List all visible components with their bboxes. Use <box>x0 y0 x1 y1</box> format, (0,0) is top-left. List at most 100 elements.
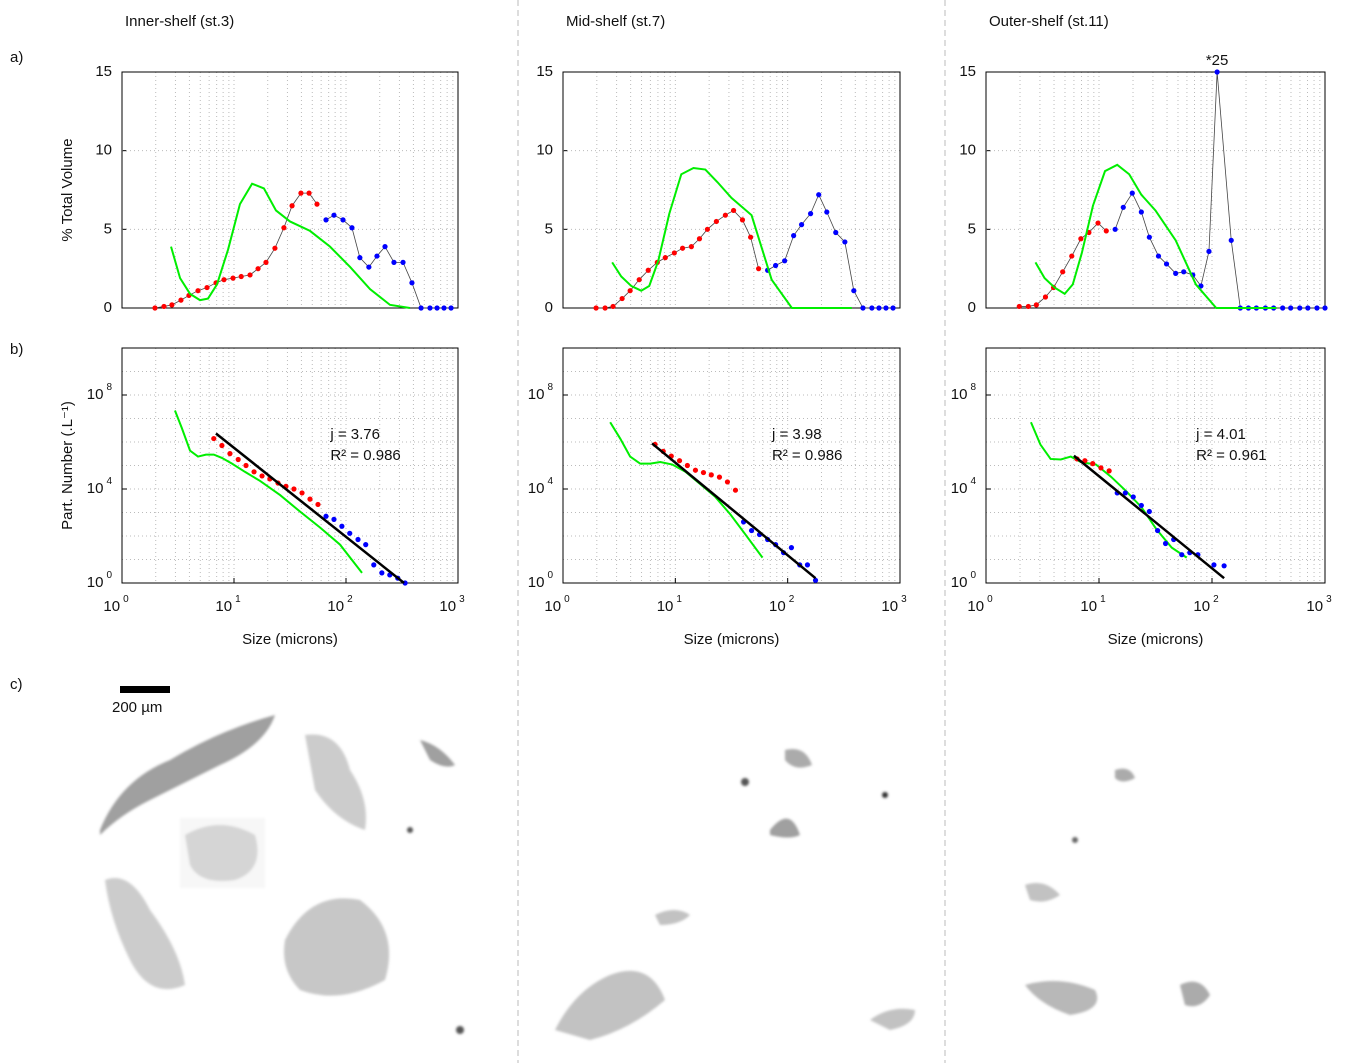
data-point <box>869 305 875 311</box>
particle <box>1025 981 1098 1015</box>
data-point <box>1163 261 1170 267</box>
data-point <box>161 303 167 310</box>
data-point <box>739 217 746 223</box>
data-point <box>448 305 454 311</box>
data-point <box>619 295 625 302</box>
data-point <box>645 267 651 273</box>
data-point <box>1162 540 1169 547</box>
data-point <box>379 570 385 576</box>
data-point <box>1221 563 1227 569</box>
data-point <box>890 305 896 311</box>
series-line <box>170 182 411 309</box>
data-point <box>238 273 244 280</box>
data-point <box>1122 490 1128 496</box>
y-tick-label: 5 <box>968 220 976 237</box>
chart-title: Inner-shelf (st.3) <box>125 13 234 30</box>
particle <box>100 715 275 835</box>
data-point <box>299 490 305 496</box>
data-point <box>251 469 257 475</box>
y-tick-label: 0 <box>104 299 112 316</box>
data-point <box>692 467 699 473</box>
data-point <box>816 192 822 198</box>
data-point <box>842 239 848 245</box>
connector-line <box>1114 71 1325 309</box>
data-point <box>593 305 599 311</box>
data-point <box>676 458 683 464</box>
y-axis-label: Part. Number (.L⁻¹) <box>59 401 76 530</box>
data-point <box>1146 508 1152 515</box>
data-point <box>307 496 313 502</box>
y-tick-label: 10 4 <box>528 476 554 497</box>
particle <box>741 778 749 786</box>
data-point <box>418 305 424 311</box>
x-tick-label: 10 1 <box>1080 594 1106 615</box>
y-tick-label: 5 <box>545 220 553 237</box>
data-point <box>684 462 690 469</box>
x-axis-label: Size (microns) <box>684 631 780 648</box>
data-point <box>366 264 372 270</box>
data-point <box>1082 458 1088 464</box>
data-point <box>1211 562 1217 568</box>
scale-bar <box>120 686 170 693</box>
data-point <box>860 305 866 311</box>
data-point <box>1098 465 1104 471</box>
data-point <box>1305 305 1311 311</box>
connector-line <box>325 214 452 309</box>
data-point <box>1138 502 1144 509</box>
data-point <box>824 209 830 215</box>
data-point <box>315 501 321 508</box>
y-tick-label: 0 <box>968 299 976 316</box>
data-point <box>798 222 805 228</box>
particle <box>407 827 413 833</box>
data-point <box>700 469 707 476</box>
data-point <box>339 523 345 529</box>
data-point <box>363 542 369 548</box>
data-point <box>272 245 278 251</box>
x-tick-label: 10 3 <box>1306 594 1332 615</box>
particle <box>105 878 185 990</box>
data-point <box>1130 494 1136 500</box>
data-point <box>1173 270 1179 276</box>
x-tick-label: 10 0 <box>103 594 129 615</box>
data-point <box>371 562 377 568</box>
data-point <box>1181 269 1187 275</box>
connector-line <box>154 192 318 309</box>
data-point <box>662 255 668 261</box>
data-point <box>1154 527 1161 534</box>
data-point <box>1112 226 1118 232</box>
y-tick-label: 10 <box>95 142 112 159</box>
plot-frame <box>562 347 901 584</box>
annotation: *25 <box>1206 52 1229 69</box>
data-point <box>1095 220 1101 226</box>
x-tick-label: 10 1 <box>657 594 683 615</box>
y-tick-label: 15 <box>959 63 976 80</box>
particle <box>456 1026 464 1034</box>
panel-label: a) <box>10 49 23 66</box>
data-point <box>748 234 754 240</box>
y-tick-label: 5 <box>104 220 112 237</box>
data-point <box>812 577 819 583</box>
connector-line <box>596 209 759 309</box>
data-point <box>704 226 711 232</box>
data-point <box>1179 552 1185 558</box>
y-tick-label: 10 8 <box>528 382 554 403</box>
plot-frame <box>562 71 901 309</box>
annotation: R² = 0.986 <box>330 447 400 464</box>
data-point <box>1206 248 1212 254</box>
data-point <box>289 203 295 209</box>
data-point <box>804 562 811 568</box>
plot-frame <box>985 71 1326 309</box>
data-point <box>306 190 312 196</box>
data-point <box>281 225 287 231</box>
data-point <box>1288 305 1294 311</box>
particle <box>305 734 366 830</box>
data-point <box>1314 305 1320 311</box>
annotation: R² = 0.986 <box>772 447 842 464</box>
y-tick-label: 15 <box>536 63 553 80</box>
data-point <box>1146 234 1152 240</box>
data-point <box>211 435 217 442</box>
data-point <box>227 451 233 457</box>
y-tick-label: 15 <box>95 63 112 80</box>
data-point <box>1060 269 1066 275</box>
x-tick-label: 10 0 <box>967 594 993 615</box>
